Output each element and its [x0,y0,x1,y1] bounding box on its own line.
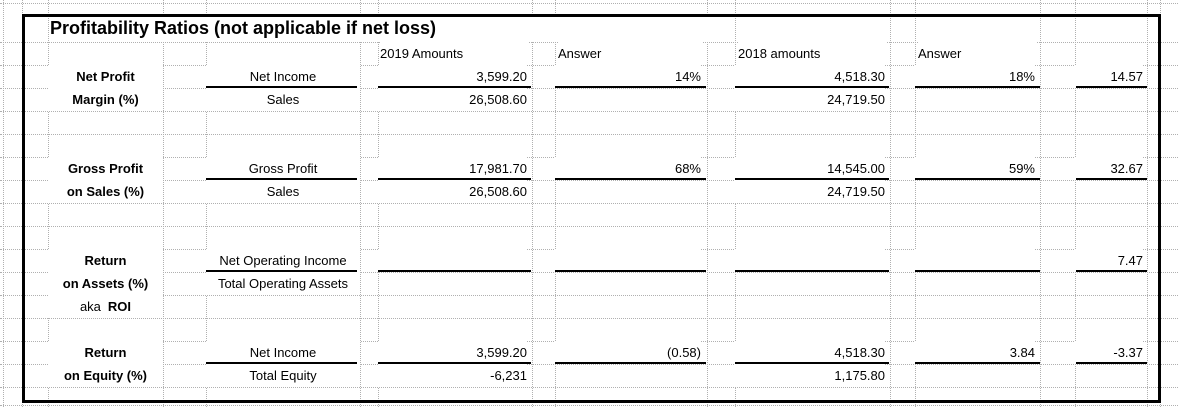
fraction-bar [555,86,706,88]
column-header-2018-amounts[interactable]: 2018 amounts [738,42,886,65]
cell-2019-numerator[interactable]: 17,981.70 [378,157,527,180]
cell-2019-denominator[interactable]: 26,508.60 [378,180,527,203]
cell-answer-2019[interactable]: (0.58) [555,341,701,364]
gridline-h [0,318,1178,319]
gridline-h [0,295,1178,296]
cell-ratio-name[interactable]: Return [48,249,163,272]
fraction-bar [915,270,1040,272]
fraction-bar [915,178,1040,180]
fraction-bar [1076,86,1147,88]
fraction-bar [555,362,706,364]
cell-formula-denominator[interactable]: Total Operating Assets [206,272,360,295]
gridline-h [0,387,1178,388]
cell-2019-numerator[interactable]: 3,599.20 [378,341,527,364]
gridline-h [0,272,1178,273]
fraction-bar [206,86,357,88]
gridline-h [0,3,1178,4]
column-header-2019-amounts[interactable]: 2019 Amounts [380,42,529,65]
gridline-h [0,364,1178,365]
cell-answer-2019[interactable] [555,249,701,272]
fraction-bar [206,362,357,364]
cell-answer-2018[interactable]: 3.84 [915,341,1035,364]
cell-ratio-name[interactable]: Net Profit [48,65,163,88]
cell-ratio-name[interactable]: on Sales (%) [48,180,163,203]
aka-label: aka [79,299,101,314]
column-header-answer-2018[interactable]: Answer [918,42,1036,65]
cell-2018-numerator[interactable]: 14,545.00 [735,157,885,180]
roi-label: ROI [107,299,132,314]
cell-answer-2018[interactable]: 18% [915,65,1035,88]
cell-2018-numerator[interactable]: 4,518.30 [735,65,885,88]
fraction-bar [555,270,706,272]
cell-ratio-name[interactable]: Gross Profit [48,157,163,180]
fraction-bar [915,86,1040,88]
cell-2019-numerator[interactable]: 3,599.20 [378,65,527,88]
cell-2018-numerator[interactable]: 4,518.30 [735,341,885,364]
fraction-bar [206,270,357,272]
cell-formula-denominator[interactable]: Total Equity [206,364,360,387]
gridline-h [0,111,1178,112]
fraction-bar [378,178,531,180]
fraction-bar [1076,178,1147,180]
gridline-h [0,134,1178,135]
cell-formula-denominator[interactable]: Sales [206,88,360,111]
fraction-bar [735,362,889,364]
cell-result[interactable]: 14.57 [1075,65,1143,88]
sheet-title[interactable]: Profitability Ratios (not applicable if … [50,15,710,42]
cell-ratio-name[interactable]: Margin (%) [48,88,163,111]
cell-result[interactable]: 7.47 [1075,249,1143,272]
cell-2018-denominator[interactable]: 24,719.50 [735,180,885,203]
cell-2019-numerator[interactable] [378,249,527,272]
cell-answer-2018[interactable] [915,249,1035,272]
cell-answer-2019[interactable]: 68% [555,157,701,180]
cell-formula-denominator[interactable]: Sales [206,180,360,203]
fraction-bar [378,270,531,272]
fraction-bar [206,178,357,180]
cell-answer-2019[interactable]: 14% [555,65,701,88]
cell-ratio-name[interactable]: Return [48,341,163,364]
fraction-bar [1076,362,1147,364]
gridline-h [0,88,1178,89]
gridline-h [0,180,1178,181]
fraction-bar [378,86,531,88]
gridline-h [0,405,1178,406]
cell-ratio-name-aka-roi[interactable]: aka ROI [48,295,163,318]
cell-ratio-name[interactable]: on Assets (%) [48,272,163,295]
cell-2019-denominator[interactable]: -6,231 [378,364,527,387]
fraction-bar [378,362,531,364]
cell-ratio-name[interactable]: on Equity (%) [48,364,163,387]
gridline-h [0,203,1178,204]
fraction-bar [735,86,889,88]
cell-formula-numerator[interactable]: Gross Profit [206,157,360,180]
fraction-bar [915,362,1040,364]
cell-formula-numerator[interactable]: Net Operating Income [206,249,360,272]
fraction-bar [1076,270,1147,272]
fraction-bar [735,270,889,272]
cell-answer-2018[interactable]: 59% [915,157,1035,180]
gridline-h [0,226,1178,227]
cell-formula-numerator[interactable]: Net Income [206,65,360,88]
cell-result[interactable]: 32.67 [1075,157,1143,180]
fraction-bar [735,178,889,180]
cell-formula-numerator[interactable]: Net Income [206,341,360,364]
cell-2018-denominator[interactable]: 1,175.80 [735,364,885,387]
cell-result[interactable]: -3.37 [1075,341,1143,364]
cell-2018-denominator[interactable]: 24,719.50 [735,88,885,111]
cell-2019-denominator[interactable]: 26,508.60 [378,88,527,111]
fraction-bar [555,178,706,180]
column-header-answer-2019[interactable]: Answer [558,42,703,65]
cell-2018-numerator[interactable] [735,249,885,272]
